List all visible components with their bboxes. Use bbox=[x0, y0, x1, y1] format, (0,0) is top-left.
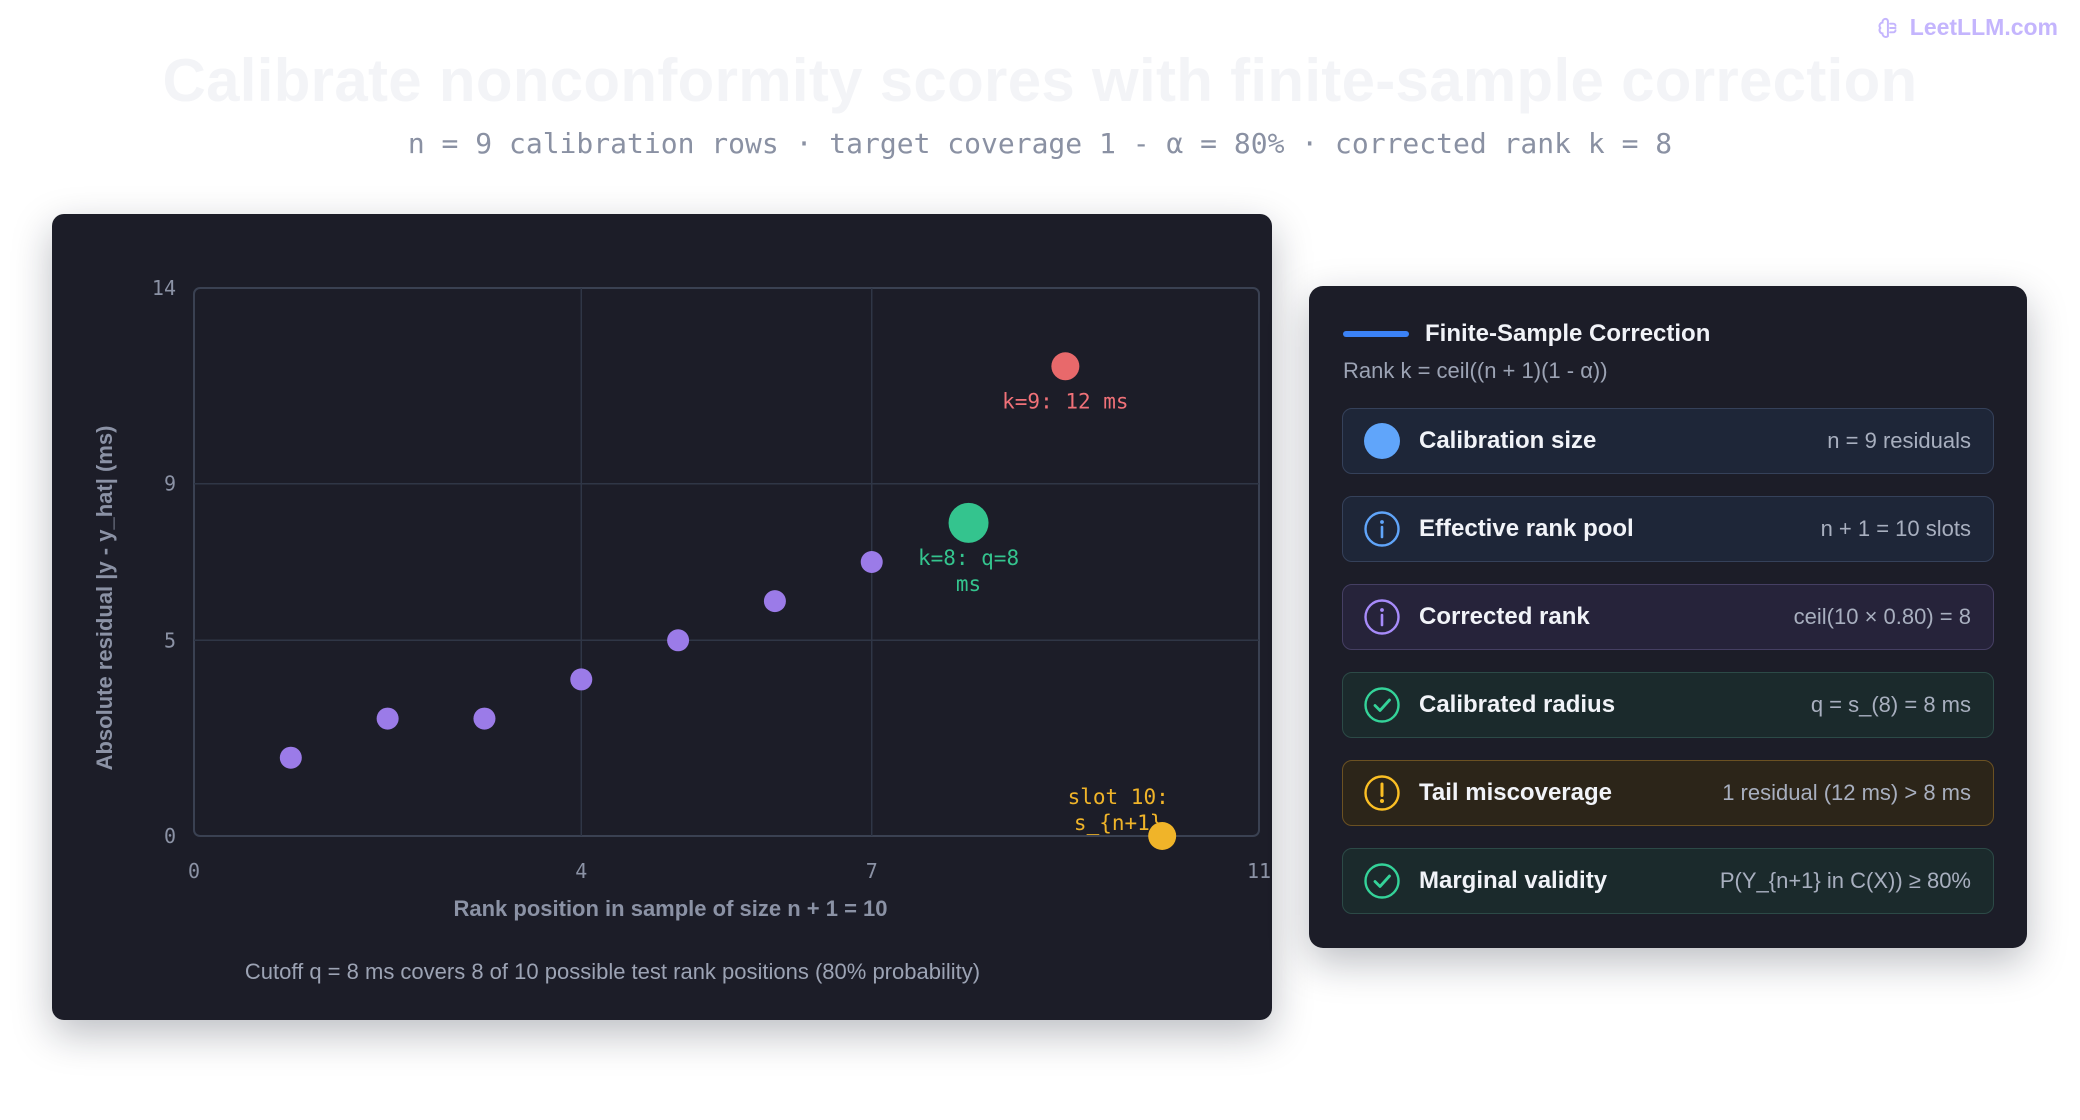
warning-icon bbox=[1363, 774, 1401, 812]
x-tick-label: 7 bbox=[866, 859, 878, 883]
metric-row: Marginal validity P(Y_{n+1} in C(X)) ≥ 80… bbox=[1342, 848, 1994, 914]
metric-row: Tail miscoverage 1 residual (12 ms) > 8 m… bbox=[1342, 760, 1994, 826]
metric-label: Calibration size bbox=[1419, 427, 1597, 454]
info-icon bbox=[1363, 598, 1401, 636]
metric-label: Calibrated radius bbox=[1419, 691, 1616, 718]
dot-icon bbox=[1363, 422, 1401, 460]
annotation-label: k=8: q=8 bbox=[918, 546, 1019, 570]
y-tick-label: 5 bbox=[164, 628, 176, 652]
metric-row: Effective rank pool n + 1 = 10 slots bbox=[1342, 496, 1994, 562]
point-cutoff bbox=[948, 502, 989, 543]
metric-row: Corrected rank ceil(10 × 0.80) = 8 bbox=[1342, 584, 1994, 650]
x-tick-label: 0 bbox=[188, 859, 200, 883]
point-tail bbox=[1051, 352, 1080, 381]
metric-label: Effective rank pool bbox=[1419, 515, 1634, 542]
metric-value: n = 9 residuals bbox=[1827, 428, 1971, 453]
annotation-label: slot 10: bbox=[1068, 785, 1169, 809]
page-title: Calibrate nonconformity scores with fini… bbox=[162, 47, 1918, 114]
metric-list: Calibration size n = 9 residuals Effective… bbox=[1342, 408, 1994, 936]
panel-formula: Rank k = ceil((n + 1)(1 - α)) bbox=[1343, 358, 1608, 383]
point-calibration bbox=[763, 590, 786, 613]
annotation-label: k=9: 12 ms bbox=[1002, 389, 1128, 413]
y-axis-label: Absolute residual |y - y_hat| (ms) bbox=[92, 426, 117, 771]
plot-frame bbox=[193, 287, 1260, 837]
point-test-slot bbox=[1148, 822, 1177, 850]
accent-bar bbox=[1343, 331, 1409, 337]
info-icon bbox=[1363, 510, 1401, 548]
point-calibration bbox=[376, 707, 399, 730]
point-calibration bbox=[279, 746, 302, 769]
panel-title: Finite-Sample Correction bbox=[1425, 320, 1711, 347]
y-tick-label: 9 bbox=[164, 472, 176, 496]
y-tick-label: 0 bbox=[164, 824, 176, 848]
x-tick-label: 11 bbox=[1247, 859, 1271, 883]
page-subtitle: n = 9 calibration rows · target coverage… bbox=[407, 127, 1673, 160]
correction-panel: Finite-Sample Correction Rank k = ceil((… bbox=[1309, 286, 2027, 948]
metric-label: Corrected rank bbox=[1419, 603, 1590, 630]
metric-value: ceil(10 × 0.80) = 8 bbox=[1793, 604, 1971, 629]
check-icon bbox=[1363, 862, 1401, 900]
metric-value: q = s_(8) = 8 ms bbox=[1810, 692, 1971, 717]
metric-label: Tail miscoverage bbox=[1419, 779, 1612, 806]
brain-icon bbox=[1878, 17, 1897, 38]
metric-value: n + 1 = 10 slots bbox=[1820, 516, 1971, 541]
check-icon bbox=[1363, 686, 1401, 724]
metric-value: 1 residual (12 ms) > 8 ms bbox=[1722, 780, 1971, 805]
point-calibration bbox=[860, 551, 883, 573]
x-tick-label: 4 bbox=[575, 859, 587, 883]
panel-header: Finite-Sample Correction bbox=[1343, 320, 1710, 348]
y-tick-label: 14 bbox=[152, 276, 176, 300]
chart-card: 0 4 7 11 0 5 9 14 Rank position in sample of siz… bbox=[52, 214, 1272, 1020]
metric-label: Marginal validity bbox=[1419, 867, 1608, 894]
metric-row: Calibrated radius q = s_(8) = 8 ms bbox=[1342, 672, 1994, 738]
point-calibration bbox=[473, 707, 496, 730]
chart-caption: Cutoff q = 8 ms covers 8 of 10 possible … bbox=[245, 959, 980, 984]
point-calibration bbox=[667, 629, 690, 652]
point-calibration bbox=[570, 668, 593, 691]
brand-text: LeetLLM.com bbox=[1909, 14, 2058, 40]
annotation-label: s_{n+1} bbox=[1074, 811, 1163, 835]
x-axis-label: Rank position in sample of size n + 1 = … bbox=[453, 896, 887, 921]
metric-row: Calibration size n = 9 residuals bbox=[1342, 408, 1994, 474]
metric-value: P(Y_{n+1} in C(X)) ≥ 80% bbox=[1719, 868, 1971, 893]
scatter-chart: 0 4 7 11 0 5 9 14 Rank position in sample of siz… bbox=[92, 276, 1271, 984]
brand-logo[interactable]: LeetLLM.com bbox=[1876, 14, 2058, 41]
annotation-label: ms bbox=[956, 572, 981, 596]
